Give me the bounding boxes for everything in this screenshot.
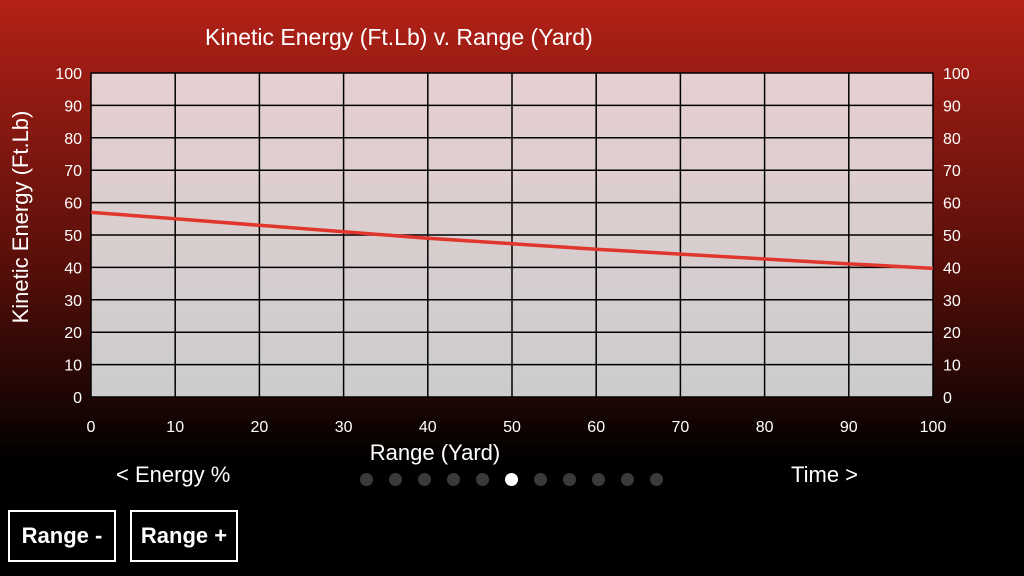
y-tick-label-right: 50 bbox=[943, 228, 961, 245]
x-tick-label: 60 bbox=[587, 419, 605, 436]
page-dot-active[interactable] bbox=[505, 472, 518, 486]
y-axis-label: Kinetic Energy (Ft.Lb) bbox=[8, 111, 33, 324]
page-dot[interactable] bbox=[447, 472, 460, 486]
page-dot[interactable] bbox=[360, 472, 373, 486]
page-dot[interactable] bbox=[592, 472, 605, 486]
x-tick-label: 40 bbox=[419, 419, 437, 436]
y-tick-label-left: 20 bbox=[64, 325, 82, 342]
y-tick-label-right: 90 bbox=[943, 98, 961, 115]
page-dot[interactable] bbox=[621, 472, 634, 486]
y-tick-label-right: 60 bbox=[943, 196, 961, 213]
x-tick-label: 30 bbox=[335, 419, 353, 436]
page-dot[interactable] bbox=[389, 472, 402, 486]
page-dot[interactable] bbox=[534, 472, 547, 486]
range-plus-button[interactable]: Range + bbox=[130, 510, 238, 562]
y-tick-label-left: 90 bbox=[64, 98, 82, 115]
y-tick-label-left: 60 bbox=[64, 196, 82, 213]
y-tick-label-right: 0 bbox=[943, 390, 952, 407]
page-dot[interactable] bbox=[418, 472, 431, 486]
y-tick-label-left: 30 bbox=[64, 293, 82, 310]
page-dot[interactable] bbox=[476, 472, 489, 486]
y-tick-label-right: 10 bbox=[943, 358, 961, 375]
y-tick-label-right: 100 bbox=[943, 66, 970, 83]
page-dot[interactable] bbox=[563, 472, 576, 486]
x-tick-label: 70 bbox=[672, 419, 690, 436]
y-tick-label-right: 20 bbox=[943, 325, 961, 342]
y-tick-label-left: 50 bbox=[64, 228, 82, 245]
next-chart-link[interactable]: Time > bbox=[791, 462, 859, 487]
y-tick-label-left: 100 bbox=[55, 66, 82, 83]
y-tick-label-right: 70 bbox=[943, 163, 961, 180]
series-line bbox=[90, 210, 934, 271]
grid-lines bbox=[90, 72, 934, 398]
y-axis-left-ticks: 0 10 20 30 40 50 60 70 80 90 100 bbox=[55, 66, 82, 407]
y-tick-label-left: 70 bbox=[64, 163, 82, 180]
x-tick-label: 10 bbox=[166, 419, 184, 436]
x-tick-label: 20 bbox=[251, 419, 269, 436]
x-tick-label: 50 bbox=[503, 419, 521, 436]
y-tick-label-left: 40 bbox=[64, 260, 82, 277]
y-axis-right-ticks: 0 10 20 30 40 50 60 70 80 90 100 bbox=[943, 66, 970, 407]
y-tick-label-right: 30 bbox=[943, 293, 961, 310]
x-tick-label: 0 bbox=[87, 419, 96, 436]
series-group bbox=[90, 210, 934, 271]
x-axis-label: Range (Yard) bbox=[370, 440, 500, 465]
y-tick-label-right: 40 bbox=[943, 260, 961, 277]
y-tick-label-right: 80 bbox=[943, 131, 961, 148]
x-tick-label: 90 bbox=[840, 419, 858, 436]
range-minus-button[interactable]: Range - bbox=[8, 510, 116, 562]
page-dot[interactable] bbox=[650, 472, 663, 486]
x-tick-label: 100 bbox=[920, 419, 947, 436]
x-tick-label: 80 bbox=[756, 419, 774, 436]
y-tick-label-left: 10 bbox=[64, 358, 82, 375]
prev-chart-link[interactable]: < Energy % bbox=[116, 462, 231, 487]
y-tick-label-left: 80 bbox=[64, 131, 82, 148]
x-axis-ticks: 0 10 20 30 40 50 60 70 80 90 100 bbox=[87, 419, 947, 436]
page-indicator[interactable] bbox=[360, 472, 663, 486]
y-tick-label-left: 0 bbox=[73, 390, 82, 407]
chart-title: Kinetic Energy (Ft.Lb) v. Range (Yard) bbox=[205, 24, 593, 50]
